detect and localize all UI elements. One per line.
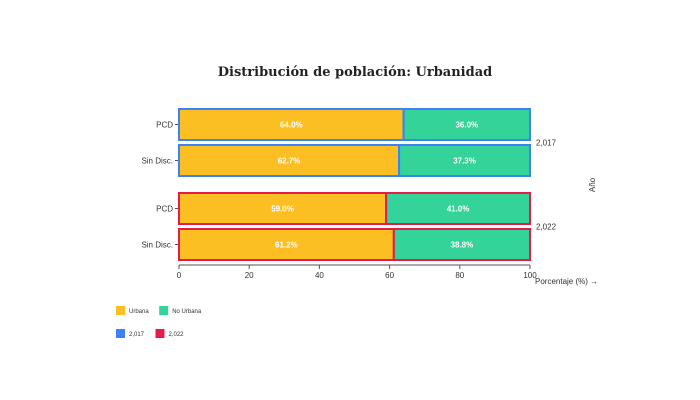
year-group-2,017: PCD 64.0% 36.0% Sin Disc. 62.7% 37.3% 2,017 (141, 108, 557, 177)
legend-swatch (159, 306, 169, 315)
bar-no-urbana (385, 192, 531, 225)
bar-data-label: 36.0% (455, 121, 478, 130)
bar-data-label: 59.0% (271, 205, 294, 214)
y-tick-label: PCD (156, 121, 173, 130)
y-axis-title: Año (588, 177, 597, 192)
bar-data-label: 37.3% (453, 157, 476, 166)
plot-area: PCD 64.0% 36.0%Sin Disc. 62.7% 37.3%2,017PCD… (141, 108, 557, 280)
bar-urbana (178, 144, 401, 177)
x-axis-title: Porcentaje (%) → (535, 277, 598, 286)
x-tick-label: 80 (455, 271, 464, 280)
x-tick-label: 100 (523, 271, 537, 280)
x-tick-label: 0 (177, 271, 182, 280)
bar-no-urbana (402, 108, 532, 141)
legend-label: Urbana (129, 309, 149, 315)
year-group-2,022: PCD 59.0% 41.0% Sin Disc. 61.2% 38.8% 2,022 (141, 192, 557, 261)
legend-swatch (155, 329, 165, 338)
legend-label: No Urbana (172, 309, 202, 315)
bar-data-label: 41.0% (447, 205, 470, 214)
chart-title: Distribución de población: Urbanidad (218, 65, 492, 80)
bar-data-label: 61.2% (275, 241, 298, 250)
bar-data-label: 64.0% (280, 121, 303, 130)
legend-label: 2,022 (169, 332, 185, 338)
legend: Urbana No Urbana 2,017 2,022 (116, 306, 202, 338)
y-tick-label: Sin Disc. (141, 241, 173, 250)
bar-data-label: 38.8% (451, 241, 474, 250)
y-tick-label: Sin Disc. (141, 157, 173, 166)
bar-no-urbana (392, 228, 532, 261)
x-tick-label: 60 (385, 271, 394, 280)
year-label: 2,022 (536, 223, 557, 232)
bar-no-urbana (398, 144, 531, 177)
legend-swatch (116, 306, 125, 315)
x-tick-label: 40 (315, 271, 324, 280)
year-label: 2,017 (536, 139, 557, 148)
y-tick-label: PCD (156, 205, 173, 214)
legend-swatch (116, 329, 125, 338)
bar-data-label: 62.7% (278, 157, 301, 166)
bar-urbana (178, 192, 388, 225)
legend-label: 2,017 (129, 332, 145, 338)
x-tick-label: 20 (245, 271, 254, 280)
